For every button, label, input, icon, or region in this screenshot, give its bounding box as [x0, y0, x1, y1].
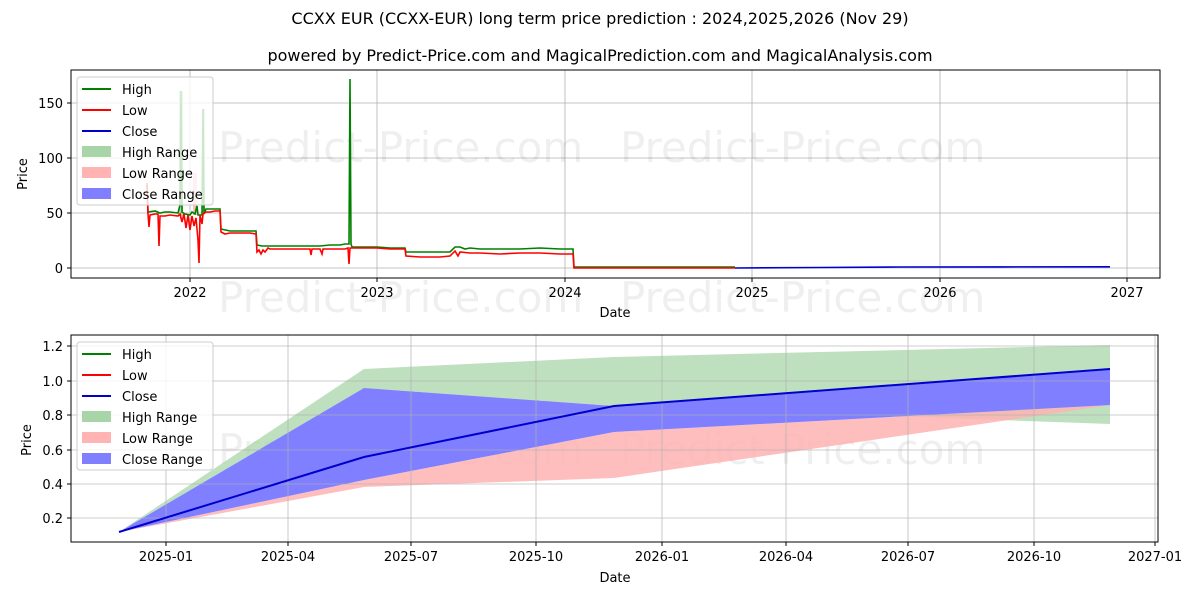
bottom-axes-frame: [70, 334, 1159, 543]
watermark: Predict-Price.com: [218, 273, 583, 322]
legend-high-range-swatch: [82, 411, 111, 422]
legend-low-range-label: Low Range: [122, 432, 193, 447]
x-tick-label: 2026-04: [759, 550, 813, 565]
y-tick-label: 0.8: [42, 409, 63, 424]
legend-low-range-swatch: [82, 432, 111, 443]
watermark: Predict-Price.com: [620, 273, 985, 322]
x-tick-label: 2027: [1110, 286, 1143, 301]
watermark: Predict-Price.com: [620, 123, 985, 172]
top-legend: High Low Close High Range Low Range Clos…: [76, 76, 214, 206]
x-tick-label: 2022: [173, 286, 206, 301]
y-tick-label: 50: [46, 207, 63, 222]
chart-subtitle: powered by Predict-Price.com and Magical…: [267, 46, 933, 65]
bottom-y-ticks: 0.2 0.4 0.6 0.8 1.0 1.2: [42, 340, 71, 527]
high-line-historical: [146, 78, 735, 268]
y-tick-label: 0: [55, 262, 63, 277]
top-x-ticks: 2022 2023 2024 2025 2026 2027: [173, 278, 1144, 301]
y-tick-label: 0.6: [42, 444, 63, 459]
legend-low-range-label: Low Range: [122, 167, 193, 182]
legend-high-label: High: [122, 83, 152, 98]
x-tick-label: 2025-01: [139, 550, 193, 565]
top-y-axis-label: Price: [16, 158, 31, 190]
bottom-x-ticks: 2025-01 2025-04 2025-07 2025-10 2026-01 …: [139, 542, 1182, 565]
legend-high-range-label: High Range: [122, 411, 197, 426]
legend-close-label: Close: [122, 125, 157, 140]
y-tick-label: 1.2: [42, 340, 63, 355]
x-tick-label: 2026-10: [1007, 550, 1061, 565]
y-tick-label: 0.4: [42, 478, 63, 493]
x-tick-label: 2025-04: [261, 550, 315, 565]
legend-close-range-label: Close Range: [122, 453, 203, 468]
low-line-historical: [146, 182, 735, 269]
close-line-prediction: [734, 265, 1111, 269]
bottom-x-axis-label: Date: [599, 571, 630, 586]
top-grid: [71, 70, 1160, 278]
y-tick-label: 0.2: [42, 512, 63, 527]
legend-high-range-label: High Range: [122, 146, 197, 161]
top-axes-frame: [70, 69, 1161, 279]
y-tick-label: 100: [38, 152, 63, 167]
x-tick-label: 2026-07: [881, 550, 935, 565]
x-tick-label: 2027-01: [1128, 550, 1182, 565]
legend-low-range-swatch: [82, 167, 111, 178]
bottom-grid: [71, 335, 1158, 542]
legend-high-range-swatch: [82, 146, 111, 157]
x-tick-label: 2026: [923, 286, 956, 301]
top-y-ticks: 0 50 100 150: [38, 97, 71, 277]
x-tick-label: 2025-07: [384, 550, 438, 565]
legend-low-label: Low: [122, 104, 148, 119]
x-tick-label: 2024: [548, 286, 581, 301]
top-x-axis-label: Date: [599, 306, 630, 321]
legend-low-label: Low: [122, 369, 148, 384]
bottom-plot: Predict-Price.com Predict-Price.com: [20, 334, 1182, 586]
top-plot: Predict-Price.com Predict-Price.com Pred…: [16, 69, 1161, 322]
watermark: Predict-Price.com: [218, 123, 583, 172]
legend-high-label: High: [122, 348, 152, 363]
x-tick-label: 2026-01: [635, 550, 689, 565]
chart-title: CCXX EUR (CCXX-EUR) long term price pred…: [291, 9, 909, 28]
close-line: [118, 368, 1111, 533]
y-tick-label: 1.0: [42, 375, 63, 390]
bottom-legend: High Low Close High Range Low Range Clos…: [76, 341, 214, 471]
legend-close-range-swatch: [82, 453, 111, 464]
legend-close-range-label: Close Range: [122, 188, 203, 203]
x-tick-label: 2025: [735, 286, 768, 301]
legend-close-range-swatch: [82, 188, 111, 199]
close-range-band: [119, 369, 1110, 532]
x-tick-label: 2023: [360, 286, 393, 301]
low-range-band: [119, 405, 1110, 532]
bottom-y-axis-label: Price: [20, 424, 35, 456]
x-tick-label: 2025-10: [509, 550, 563, 565]
legend-close-label: Close: [122, 390, 157, 405]
y-tick-label: 150: [38, 97, 63, 112]
